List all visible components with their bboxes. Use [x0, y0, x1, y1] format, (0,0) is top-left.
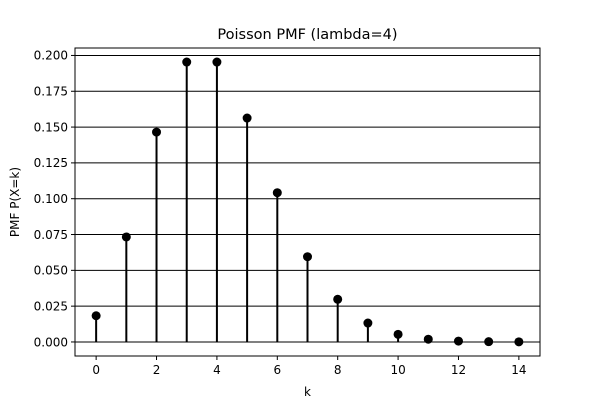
- x-tick-label: 14: [511, 363, 526, 377]
- y-tick-label: 0.000: [34, 335, 68, 349]
- y-tick-label: 0.125: [34, 156, 68, 170]
- y-tick-label: 0.025: [34, 299, 68, 313]
- stem-marker: [333, 294, 343, 304]
- y-tick-label: 0.175: [34, 85, 68, 99]
- y-tick-label: 0.075: [34, 228, 68, 242]
- y-axis-ticks: 0.000 0.025 0.050 0.075 0.100 0.125 0.150 0.175…: [34, 49, 75, 349]
- stem-marker: [484, 337, 494, 347]
- x-tick-label: 2: [153, 363, 161, 377]
- x-axis-ticks: 0 2 4 6 8 10 12 14: [92, 356, 527, 377]
- x-tick-label: 0: [92, 363, 100, 377]
- stems: [95, 62, 520, 342]
- y-axis-label: PMF P(X=k): [8, 167, 22, 237]
- markers: [91, 57, 524, 347]
- stem-marker: [423, 334, 433, 344]
- stem-marker: [514, 337, 524, 347]
- x-axis-label: k: [304, 385, 311, 399]
- y-tick-label: 0.100: [34, 192, 68, 206]
- stem-marker: [363, 318, 373, 328]
- y-tick-label: 0.150: [34, 120, 68, 134]
- stem-marker: [242, 113, 252, 123]
- chart-title: Poisson PMF (lambda=4): [217, 27, 397, 43]
- grid-lines: [75, 54, 540, 343]
- stem-marker: [453, 336, 463, 346]
- stem-marker: [91, 311, 101, 321]
- stem-marker: [212, 57, 222, 67]
- y-tick-label: 0.200: [34, 49, 68, 63]
- stem-marker: [393, 329, 403, 339]
- stem-marker: [152, 127, 162, 137]
- plot-frame: [74, 47, 541, 357]
- x-tick-label: 8: [334, 363, 342, 377]
- stem-marker: [303, 252, 312, 262]
- x-tick-label: 4: [213, 363, 221, 377]
- y-tick-label: 0.050: [34, 264, 68, 278]
- x-tick-label: 10: [390, 363, 405, 377]
- stem-marker: [272, 188, 282, 198]
- x-tick-label: 6: [273, 363, 281, 377]
- stem-marker: [182, 57, 192, 67]
- stem-marker: [121, 232, 131, 242]
- x-tick-label: 12: [451, 363, 466, 377]
